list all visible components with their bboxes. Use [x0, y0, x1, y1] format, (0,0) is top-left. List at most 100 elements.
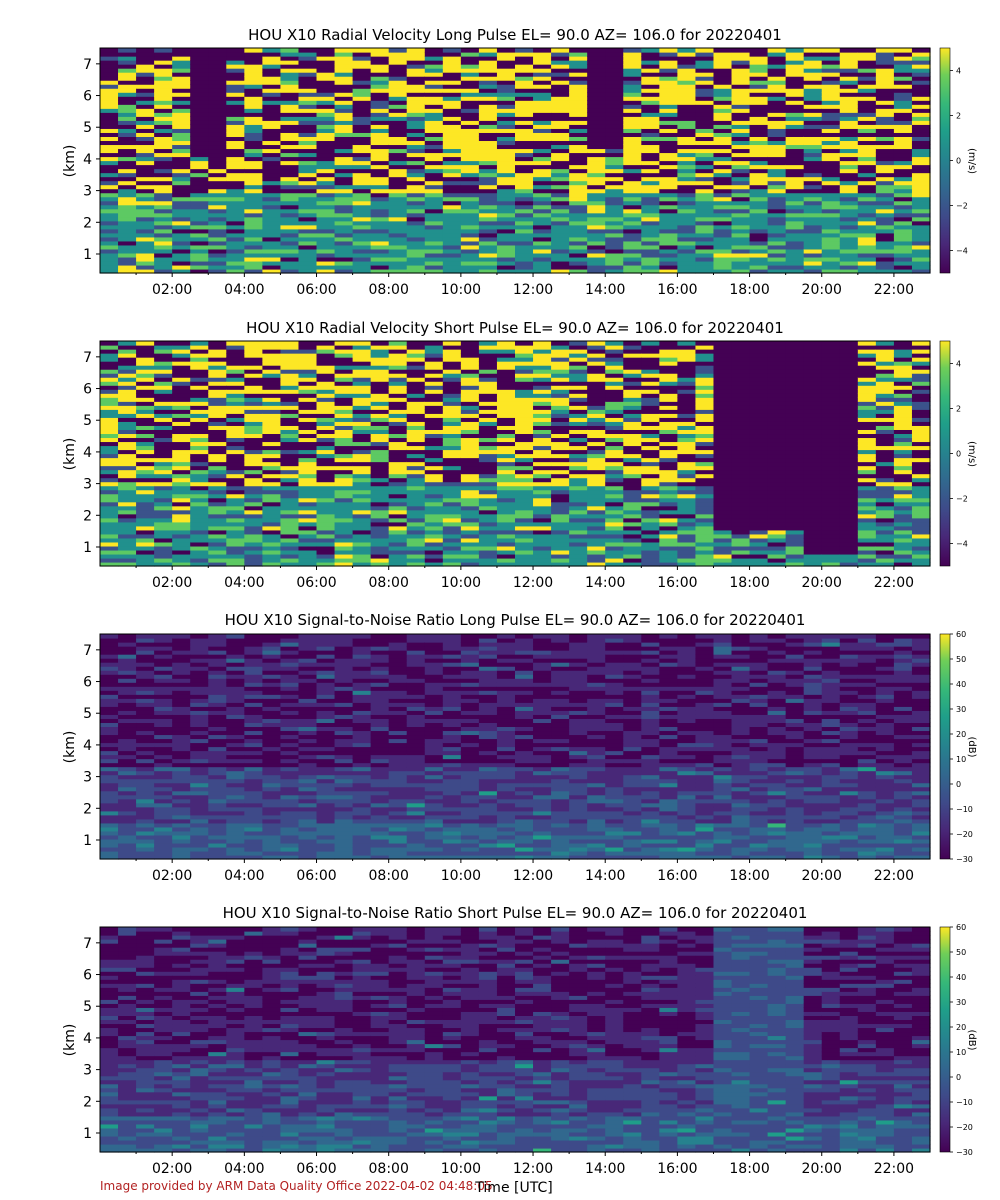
heatmap-cell	[442, 497, 462, 503]
heatmap-cell	[623, 200, 642, 206]
heatmap-cell	[623, 256, 642, 262]
heatmap-cell	[821, 497, 841, 503]
heatmap-cell	[749, 401, 769, 406]
heatmap-cell	[316, 200, 336, 206]
heatmap-cell	[406, 513, 426, 519]
heatmap-cell	[713, 433, 733, 439]
heatmap-cell	[190, 365, 209, 370]
heatmap-cell	[460, 397, 480, 402]
heatmap-cell	[839, 100, 859, 105]
heatmap-cell	[659, 365, 678, 370]
heatmap-cell	[749, 216, 769, 222]
heatmap-cell	[659, 192, 678, 198]
heatmap-cell	[226, 176, 245, 182]
heatmap-cell	[334, 88, 354, 93]
heatmap-cell	[388, 56, 408, 61]
heatmap-cell	[605, 465, 624, 471]
heatmap-cell	[695, 401, 715, 406]
heatmap-cell	[118, 264, 137, 270]
heatmap-cell	[749, 517, 769, 523]
heatmap-cell	[713, 236, 733, 242]
heatmap-cell	[424, 132, 444, 137]
heatmap-cell	[731, 268, 751, 274]
heatmap-cell	[677, 509, 697, 515]
heatmap-cell	[460, 485, 480, 491]
heatmap-cell	[605, 244, 624, 250]
heatmap-cell	[767, 220, 787, 226]
heatmap-cell	[478, 481, 498, 487]
heatmap-cell	[641, 88, 660, 93]
heatmap-cell	[370, 361, 390, 366]
heatmap-cell	[767, 268, 787, 274]
heatmap-cell	[172, 240, 191, 246]
heatmap-cell	[280, 180, 300, 186]
heatmap-cell	[136, 184, 155, 190]
heatmap-cell	[478, 557, 498, 563]
heatmap-cell	[190, 445, 209, 451]
heatmap-cell	[713, 557, 733, 563]
heatmap-cell	[659, 124, 678, 129]
heatmap-cell	[551, 140, 570, 146]
heatmap-cell	[695, 244, 715, 250]
heatmap-cell	[515, 56, 534, 61]
heatmap-cell	[551, 453, 570, 459]
heatmap-cell	[424, 208, 444, 214]
heatmap-cell	[208, 256, 227, 262]
heatmap-cell	[767, 96, 787, 101]
heatmap-cell	[496, 176, 516, 182]
heatmap-cell	[749, 220, 769, 226]
heatmap-cell	[659, 453, 678, 459]
heatmap-cell	[569, 381, 588, 386]
heatmap-cell	[460, 120, 480, 125]
heatmap-cell	[533, 248, 552, 254]
heatmap-cell	[226, 369, 245, 374]
heatmap-cell	[875, 52, 895, 57]
heatmap-cell	[208, 437, 227, 443]
heatmap-cell	[551, 124, 570, 129]
heatmap-cell	[893, 212, 913, 218]
heatmap-cell	[659, 433, 678, 439]
heatmap-cell	[118, 517, 137, 523]
heatmap-cell	[893, 260, 913, 266]
heatmap-cell	[767, 405, 787, 410]
heatmap-cell	[749, 92, 769, 97]
heatmap-cell	[623, 521, 642, 527]
heatmap-cell	[731, 365, 751, 370]
heatmap-cell	[496, 180, 516, 186]
heatmap-cell	[298, 156, 318, 162]
heatmap-cell	[713, 76, 733, 81]
heatmap-cell	[352, 353, 372, 358]
heatmap-cell	[226, 345, 245, 350]
heatmap-cell	[785, 84, 805, 89]
heatmap-cell	[839, 116, 859, 121]
heatmap-cell	[496, 232, 516, 238]
heatmap-cell	[641, 449, 660, 455]
heatmap-cell	[442, 212, 462, 218]
heatmap-cell	[136, 180, 155, 186]
heatmap-cell	[334, 92, 354, 97]
heatmap-cell	[244, 256, 263, 262]
heatmap-cell	[388, 160, 408, 166]
heatmap-cell	[154, 48, 173, 53]
heatmap-cell	[605, 561, 624, 567]
heatmap-cell	[442, 545, 462, 551]
heatmap-cell	[424, 349, 444, 354]
heatmap-cell	[857, 224, 877, 230]
heatmap-cell	[767, 236, 787, 242]
heatmap-cell	[244, 381, 263, 386]
heatmap-cell	[641, 64, 660, 69]
heatmap-cell	[713, 80, 733, 85]
heatmap-cell	[244, 377, 263, 382]
heatmap-cell	[803, 168, 823, 174]
heatmap-cell	[136, 421, 155, 426]
heatmap-cell	[749, 80, 769, 85]
heatmap-cell	[190, 268, 209, 274]
heatmap-cell	[334, 228, 354, 234]
heatmap-cell	[785, 208, 805, 214]
heatmap-cell	[803, 453, 823, 459]
heatmap-cell	[496, 445, 516, 451]
heatmap-cell	[100, 116, 119, 121]
heatmap-cell	[244, 104, 263, 109]
heatmap-cell	[857, 160, 877, 166]
heatmap-cell	[605, 477, 624, 483]
